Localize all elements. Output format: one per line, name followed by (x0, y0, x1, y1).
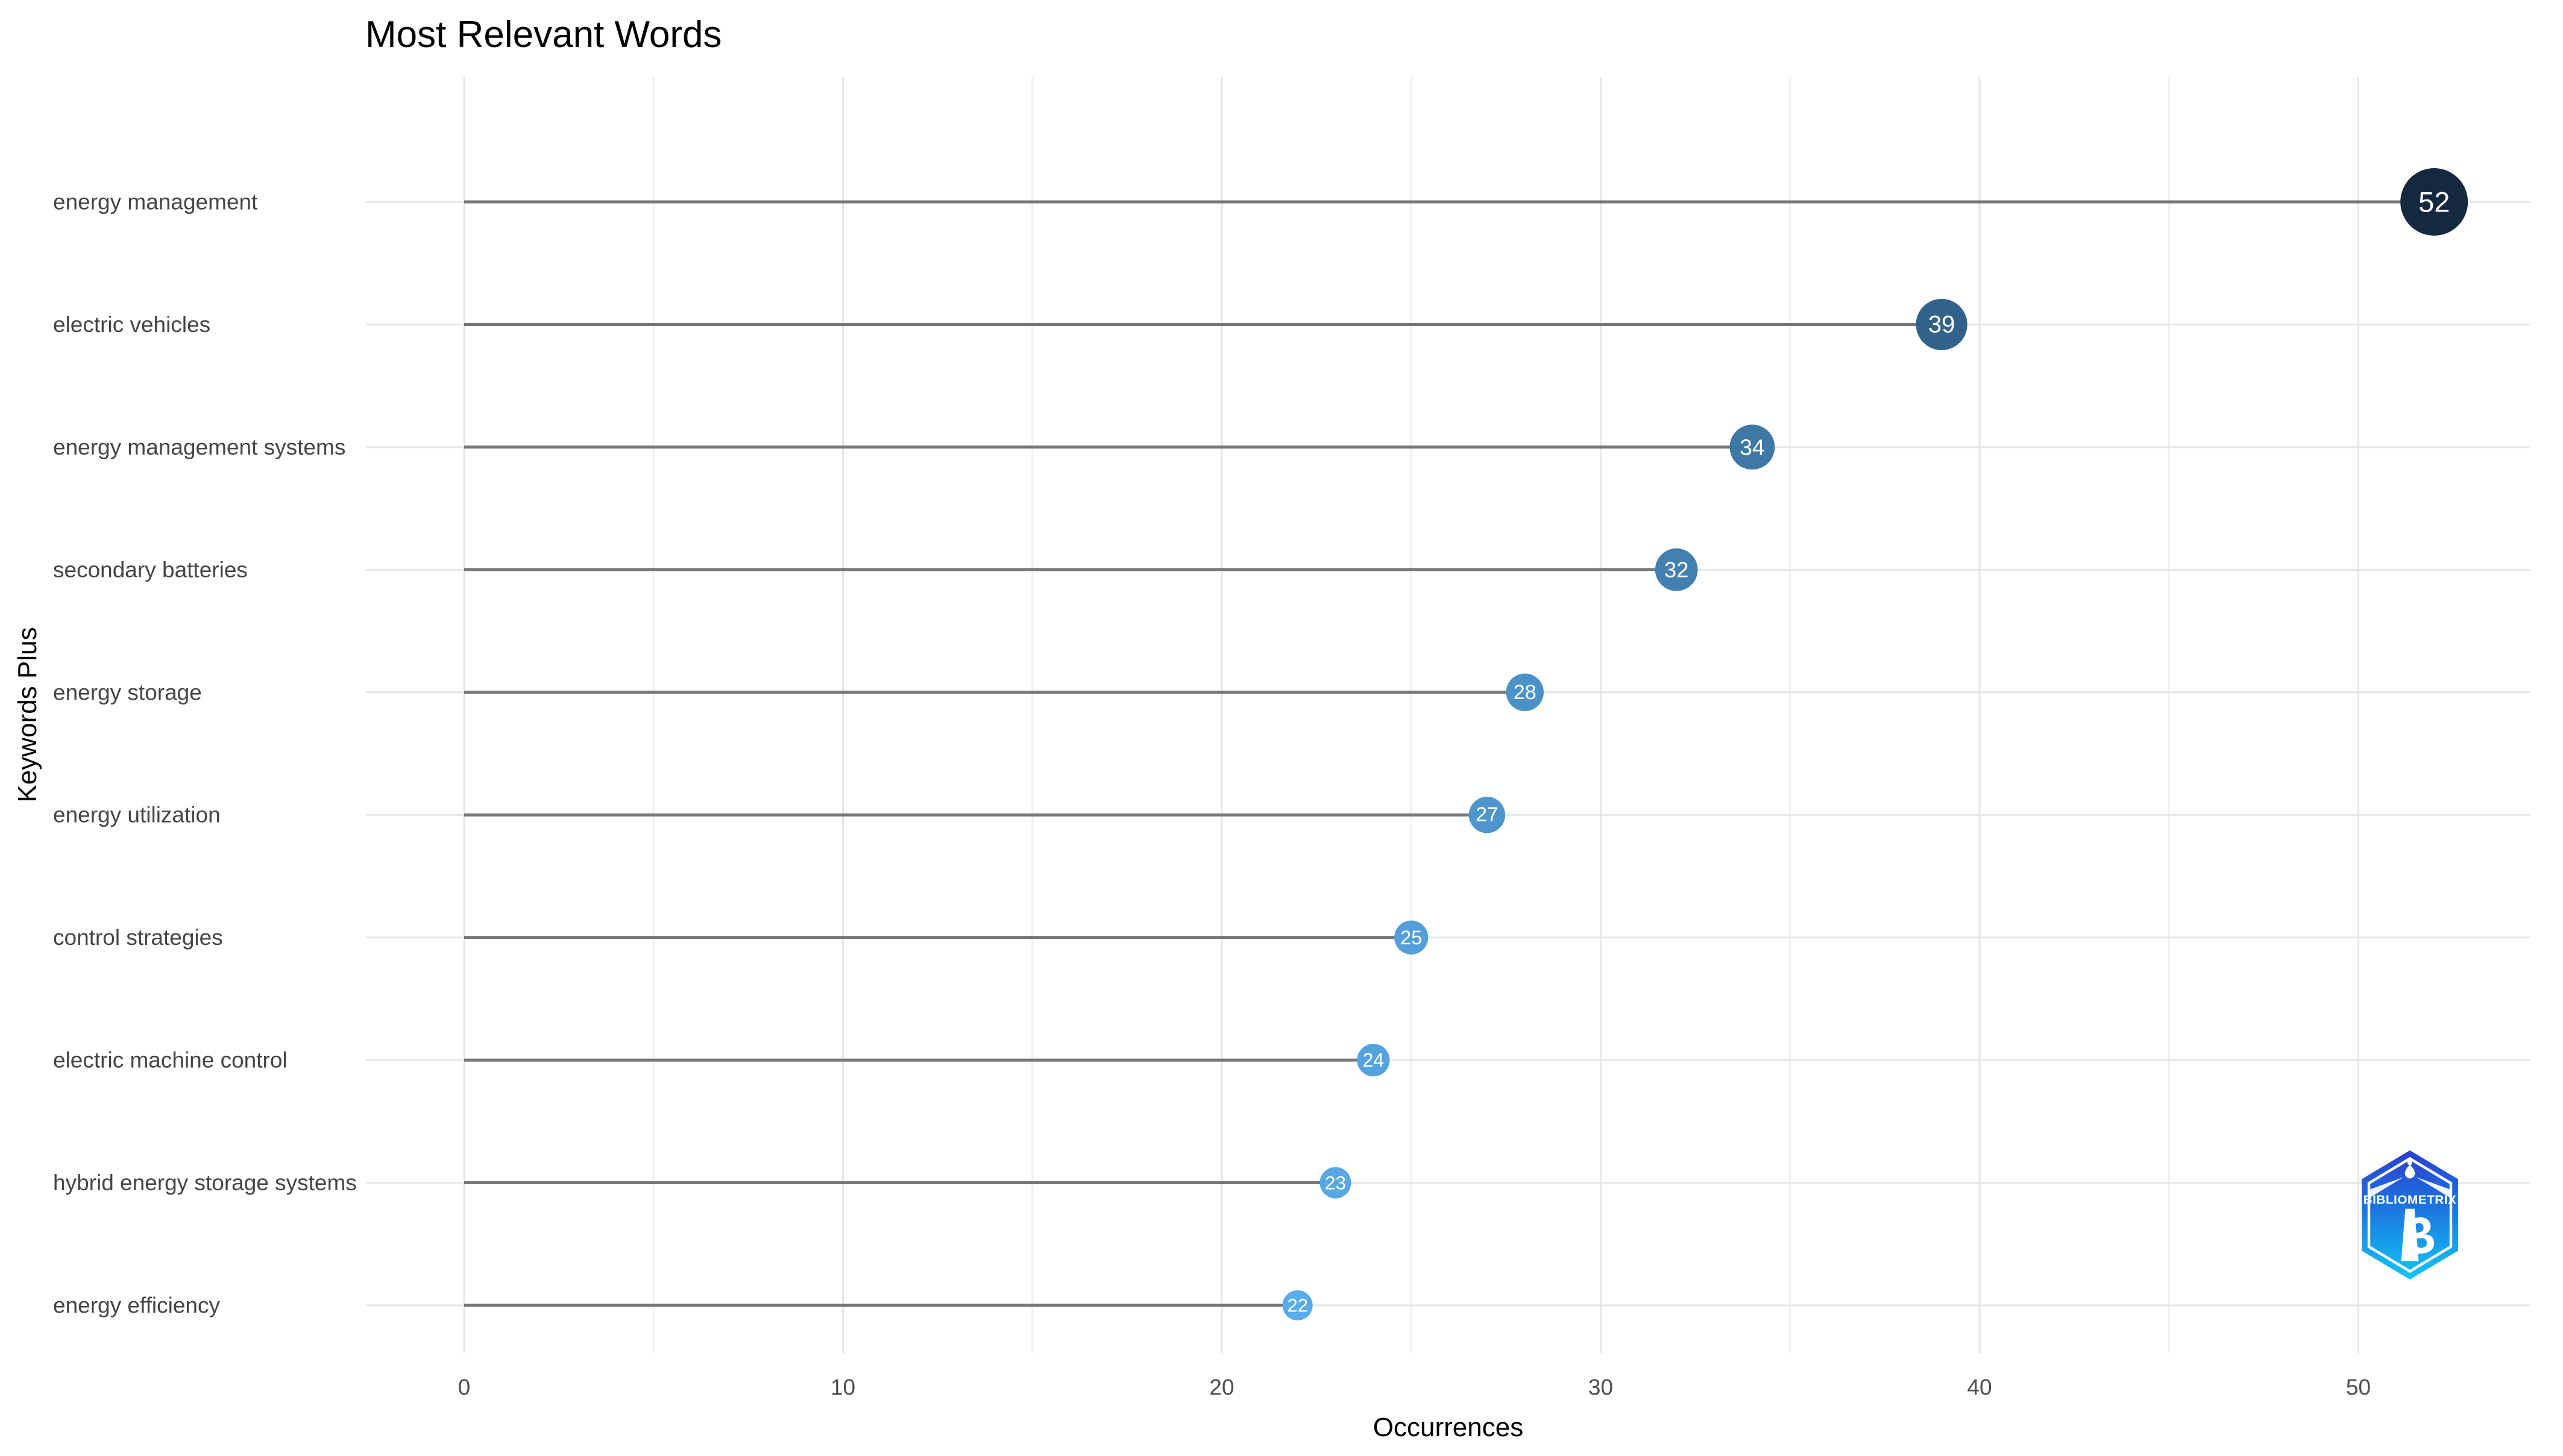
logo-hexagon-border (2367, 1156, 2453, 1273)
point-value-label: 27 (1476, 804, 1498, 826)
lighthouse-tower (2401, 1208, 2419, 1261)
category-label: energy storage (53, 680, 202, 704)
category-label: energy management (53, 190, 258, 215)
lighthouse-finial (2407, 1160, 2413, 1166)
category-label: hybrid energy storage systems (53, 1170, 357, 1195)
lollipop-point (1357, 1044, 1390, 1077)
point-value-label: 34 (1740, 435, 1765, 460)
x-tick-label: 40 (1967, 1375, 1992, 1399)
point-value-label: 52 (2418, 186, 2450, 218)
lollipop-point (1319, 1167, 1351, 1199)
category-label: electric machine control (53, 1048, 288, 1073)
category-label: energy management systems (53, 435, 345, 459)
category-label: electric vehicles (53, 312, 210, 337)
lollipop-point (1729, 424, 1775, 470)
x-tick-label: 0 (458, 1375, 471, 1399)
logo-text: BIBLIOMETRIX (2363, 1193, 2457, 1207)
lollipop-point (1916, 298, 1967, 351)
point-value-label: 32 (1664, 557, 1688, 582)
bibliometrix-logo: BIBLIOMETRIX 3 (2362, 1150, 2458, 1280)
point-value-label: 25 (1400, 926, 1422, 949)
lollipop-point (1506, 673, 1544, 711)
lollipop-point (1282, 1290, 1313, 1320)
chart-title: Most Relevant Words (365, 14, 722, 55)
category-label: control strategies (53, 925, 223, 950)
point-value-label: 39 (1928, 311, 1955, 337)
category-label: energy efficiency (53, 1293, 220, 1317)
point-value-label: 28 (1514, 681, 1536, 704)
point-value-label: 24 (1363, 1049, 1385, 1071)
point-value-label: 22 (1287, 1294, 1307, 1316)
x-tick-label: 30 (1588, 1375, 1613, 1399)
x-axis-title: Occurrences (1373, 1413, 1524, 1442)
x-tick-label: 50 (2346, 1375, 2371, 1399)
category-label: energy utilization (53, 803, 221, 827)
point-value-label: 23 (1325, 1172, 1346, 1194)
x-tick-label: 20 (1209, 1375, 1234, 1399)
y-axis-title: Keywords Plus (13, 627, 42, 803)
lollipop-point (1468, 797, 1506, 833)
x-tick-label: 10 (831, 1375, 855, 1399)
lighthouse-dome (2404, 1164, 2415, 1179)
lollipop-point (1655, 548, 1698, 591)
category-label: secondary batteries (53, 557, 248, 582)
lollipop-point (2400, 168, 2468, 236)
lollipop-point (1394, 920, 1429, 955)
